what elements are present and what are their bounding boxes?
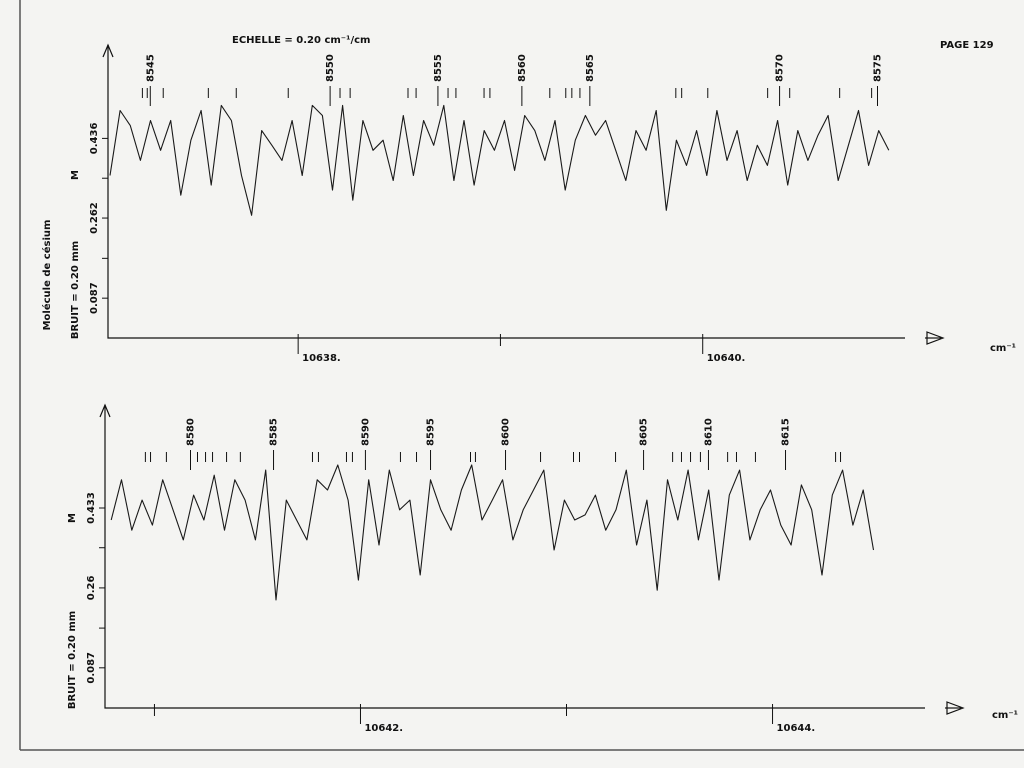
line-label: 8555 — [433, 54, 444, 82]
y-tick-label: 0.262 — [89, 202, 100, 234]
y-tick-label: 0.26 — [86, 576, 97, 601]
y-tick-label: 0.436 — [89, 123, 100, 155]
line-label: 8590 — [360, 418, 371, 446]
line-label: 8560 — [517, 54, 528, 82]
line-label: 8580 — [186, 418, 197, 446]
line-label: 8550 — [325, 54, 336, 82]
axes — [104, 405, 925, 709]
x-arrow-head — [946, 701, 965, 715]
line-label: 8575 — [872, 54, 883, 82]
line-label: 8595 — [426, 418, 437, 446]
line-label: 8565 — [585, 54, 596, 82]
x-tick-label: 10644. — [777, 723, 816, 734]
x-tick-label: 10642. — [364, 723, 403, 734]
line-label: 8600 — [501, 418, 512, 446]
y-axis-label: BRUIT = 0.20 mm — [67, 611, 78, 709]
line-label: 8570 — [775, 54, 786, 82]
spectrum-line — [110, 464, 875, 601]
scale-title: ECHELLE = 0.20 cm⁻¹/cm — [232, 35, 370, 46]
y-marker: M — [67, 513, 78, 523]
molecule-label: Molécule de césium — [41, 220, 53, 331]
y-arrow — [99, 403, 111, 418]
y-tick-label: 0.087 — [86, 652, 97, 684]
x-axis-unit: cm⁻¹ — [990, 343, 1016, 354]
spectrum-line — [109, 104, 890, 216]
x-tick-label: 10638. — [302, 353, 341, 364]
page-number: PAGE 129 — [940, 40, 994, 51]
line-label: 8585 — [269, 418, 280, 446]
line-label: 8615 — [781, 418, 792, 446]
x-tick-label: 10640. — [707, 353, 746, 364]
y-marker: M — [70, 170, 81, 180]
y-arrow — [102, 43, 114, 58]
x-arrow-head — [926, 331, 945, 345]
line-label: 8545 — [145, 54, 156, 82]
y-tick-label: 0.433 — [86, 492, 97, 524]
y-tick-label: 0.087 — [89, 282, 100, 314]
x-axis-unit: cm⁻¹ — [992, 710, 1018, 721]
line-label: 8605 — [639, 418, 650, 446]
axes — [107, 45, 905, 339]
y-axis-label: BRUIT = 0.20 mm — [70, 241, 81, 339]
line-label: 8610 — [703, 418, 714, 446]
